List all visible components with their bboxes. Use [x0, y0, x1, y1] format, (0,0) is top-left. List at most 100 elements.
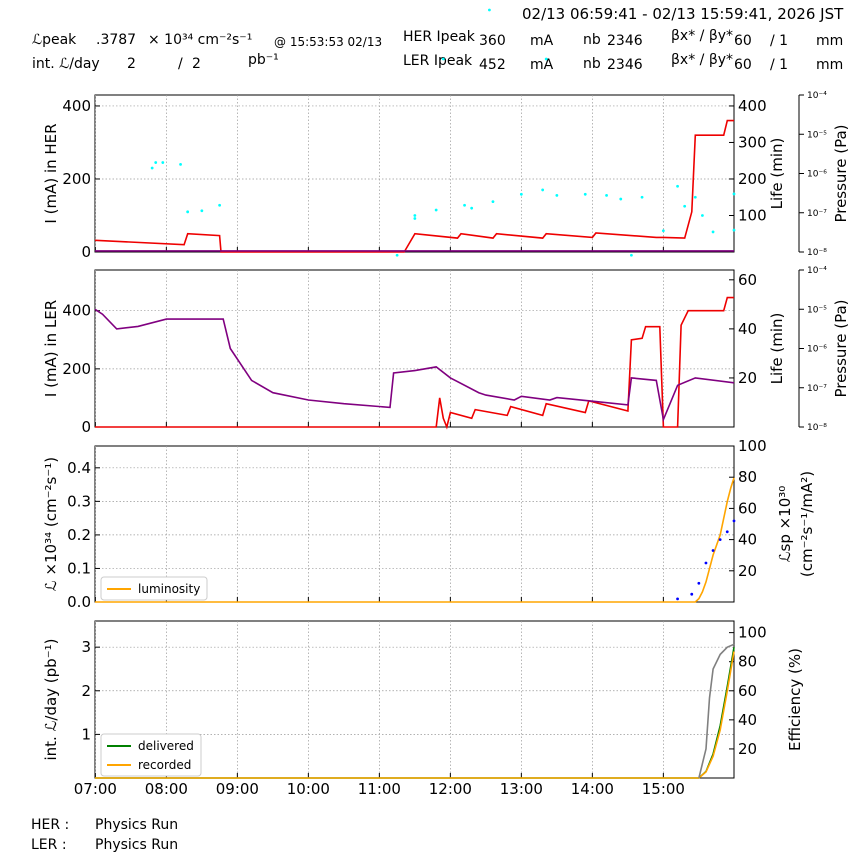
specific-point	[718, 538, 722, 541]
pressure-point	[676, 184, 679, 188]
y-tick-label: 3	[81, 638, 91, 656]
y-axis-label: I (mA) in HER	[42, 123, 60, 223]
pressure-point	[150, 166, 154, 170]
specific-point	[732, 519, 736, 523]
x-tick-label: 14:00	[571, 780, 614, 798]
lpeak-label: ℒpeak	[32, 32, 77, 48]
ler-label: LER Ipeak	[403, 53, 473, 69]
intl-delivered: 2	[127, 56, 136, 72]
pressure-point	[544, 57, 548, 61]
lpeak-unit: × 10³⁴ cm⁻²s⁻¹	[148, 32, 253, 48]
pressure-tick-label: 10⁻⁸	[807, 248, 827, 258]
pressure-point	[413, 214, 417, 217]
her-nb: 2346	[607, 33, 643, 49]
specific-point	[725, 530, 729, 534]
pressure-point	[605, 194, 608, 197]
pressure-point	[683, 204, 687, 208]
ler-beta-unit: mm	[816, 57, 844, 73]
pressure-point	[161, 161, 165, 164]
her-by: / 1	[770, 33, 789, 49]
pressure-point	[732, 192, 736, 196]
y-tick-label: 0	[81, 418, 91, 436]
pressure-point	[661, 229, 665, 233]
intl-label: int. ℒ/day	[32, 56, 100, 72]
her-current: 360	[479, 33, 506, 49]
x-tick-label: 07:00	[74, 780, 117, 798]
y-axis-label: I (mA) in LER	[42, 300, 60, 397]
plot-frame-2	[94, 269, 735, 428]
pressure-point	[186, 210, 190, 214]
pressure-point	[463, 203, 466, 207]
pressure-tick-label: 10⁻⁷	[807, 209, 827, 219]
efficiency-line	[698, 643, 735, 779]
y-tick-label: 0.0	[67, 593, 91, 611]
y2-tick-label: 60	[738, 271, 757, 289]
pressure-tick-label: 10⁻⁴	[807, 91, 827, 101]
legend-label: recorded	[138, 758, 191, 772]
current-line	[95, 296, 734, 430]
her-unit: mA	[530, 33, 554, 49]
pressure-tick-label: 10⁻⁶	[807, 170, 827, 180]
x-tick-label: 13:00	[500, 780, 543, 798]
y-tick-label: 200	[62, 360, 91, 378]
y-tick-label: 0.3	[67, 492, 91, 510]
y2-axis-label: Life (min)	[768, 313, 786, 385]
legend-label: delivered	[138, 739, 194, 753]
specific-point	[711, 549, 715, 552]
pressure-axis-label: Pressure (Pa)	[832, 299, 850, 397]
pressure-point	[519, 192, 523, 196]
pressure-point	[200, 209, 204, 213]
pressure-point	[441, 57, 445, 61]
pressure-tick-label: 10⁻⁷	[807, 384, 827, 394]
y2-tick-label: 80	[738, 468, 757, 486]
x-tick-label: 10:00	[287, 780, 330, 798]
ler-nb: 2346	[607, 57, 643, 73]
pressure-tick-label: 10⁻⁸	[807, 423, 827, 433]
y2-tick-label: 100	[738, 206, 767, 224]
pressure-point	[711, 230, 715, 234]
luminosity-line	[95, 477, 735, 603]
y2-tick-label: 300	[738, 133, 767, 151]
y-tick-label: 0	[81, 243, 91, 261]
pressure-point	[701, 214, 704, 217]
her-beta-label: βx* / βy*	[671, 28, 734, 44]
lifetime-line	[94, 308, 735, 423]
ler-nb-label: nb	[583, 56, 601, 72]
specific-point	[690, 592, 694, 596]
specific-point	[704, 561, 708, 565]
pressure-point	[640, 195, 644, 199]
pressure-point	[488, 8, 491, 12]
y2-axis-label-unit: (cm⁻²s⁻¹/mA²)	[798, 471, 816, 577]
y-tick-label: 0.1	[67, 559, 91, 577]
y2-tick-label: 60	[738, 499, 757, 517]
y-tick-label: 200	[62, 170, 91, 188]
her-nb-label: nb	[583, 32, 601, 48]
y-tick-label: 1	[81, 725, 91, 743]
y-tick-label: 0.4	[67, 459, 91, 477]
intl-unit: pb⁻¹	[248, 52, 279, 68]
pressure-point	[619, 197, 623, 201]
plot-frame-1	[94, 94, 735, 253]
y-tick-label: 400	[62, 97, 91, 115]
her-bx: 60	[734, 33, 752, 49]
pressure-point	[154, 161, 158, 164]
pressure-tick-label: 10⁻⁵	[807, 305, 827, 315]
x-tick-label: 15:00	[642, 780, 685, 798]
lpeak-value: .3787	[96, 32, 137, 48]
ler-run-status: Physics Run	[95, 837, 179, 853]
pressure-point	[732, 228, 736, 232]
legend-box	[100, 576, 208, 601]
pressure-point	[218, 203, 222, 207]
x-tick-label: 09:00	[216, 780, 259, 798]
y2-tick-label: 40	[738, 531, 757, 549]
lpeak-time: @ 15:53:53 02/13	[274, 35, 383, 49]
y2-tick-label: 20	[738, 562, 757, 580]
y2-axis-label: ℒsp ×10³⁰	[776, 486, 794, 563]
pressure-tick-label: 10⁻⁴	[807, 266, 827, 276]
ler-beta-label: βx* / βy*	[671, 52, 734, 68]
y-axis-label: ℒ ×10³⁴ (cm⁻²s⁻¹)	[42, 457, 60, 591]
ler-unit: mA	[530, 57, 554, 73]
ler-current: 452	[479, 57, 506, 73]
pressure-point	[583, 192, 587, 196]
